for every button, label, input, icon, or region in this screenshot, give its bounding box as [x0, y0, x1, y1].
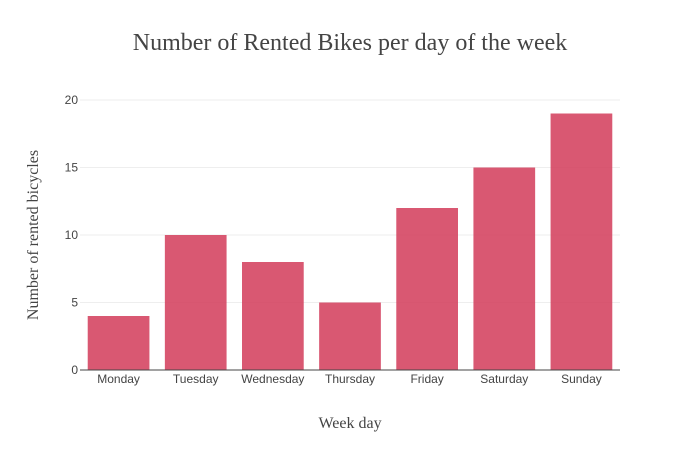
bar-thursday[interactable]: [319, 302, 381, 371]
y-tick-label: 20: [65, 93, 79, 107]
y-tick-label: 5: [71, 296, 78, 310]
x-tick-label-wednesday: Wednesday: [241, 372, 304, 386]
chart-title: Number of Rented Bikes per day of the we…: [133, 30, 568, 56]
bar-monday[interactable]: [87, 316, 150, 370]
bars: [87, 113, 613, 371]
x-tick-label-sunday: Sunday: [561, 372, 602, 386]
bar-sunday[interactable]: [550, 113, 613, 371]
y-tick-label: 15: [65, 161, 79, 175]
y-tick-labels: 0 5 10 15 20: [65, 93, 79, 377]
y-tick-label: 0: [71, 363, 78, 377]
x-tick-label-friday: Friday: [410, 372, 443, 386]
x-tick-label-thursday: Thursday: [325, 372, 375, 386]
x-tick-label-monday: Monday: [97, 372, 140, 386]
bar-tuesday[interactable]: [164, 235, 227, 370]
x-tick-label-saturday: Saturday: [480, 372, 528, 386]
x-tick-labels: Monday Tuesday Wednesday Thursday Friday Satu…: [97, 372, 602, 386]
gridlines: [80, 99, 620, 303]
bar-wednesday[interactable]: [242, 262, 304, 370]
y-axis-title: Number of rented bicycles: [25, 150, 42, 320]
x-axis-title: Week day: [318, 415, 381, 432]
x-tick-label-tuesday: Tuesday: [173, 372, 219, 386]
bar-friday[interactable]: [396, 208, 458, 370]
bar-saturday[interactable]: [473, 167, 536, 371]
y-tick-label: 10: [65, 228, 79, 242]
